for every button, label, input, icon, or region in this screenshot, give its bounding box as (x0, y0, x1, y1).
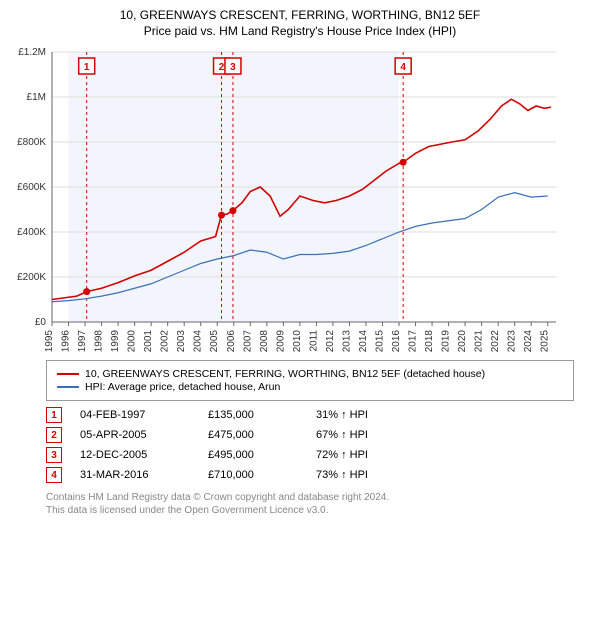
svg-text:2019: 2019 (441, 330, 452, 353)
legend-swatch (57, 386, 79, 388)
price-chart: £0 £200K £400K £600K £800K £1M £1.2M 1995 1996 19… (8, 44, 592, 354)
svg-text:2004: 2004 (193, 330, 204, 353)
svg-text:2020: 2020 (457, 330, 468, 353)
svg-text:2005: 2005 (209, 330, 220, 353)
transaction-hpi: 67% ↑ HPI (316, 429, 406, 441)
svg-text:2001: 2001 (143, 330, 154, 353)
svg-text:1999: 1999 (110, 330, 121, 353)
svg-text:1: 1 (84, 62, 90, 73)
svg-text:2012: 2012 (325, 330, 336, 353)
transaction-price: £495,000 (208, 449, 298, 461)
svg-text:£1.2M: £1.2M (18, 47, 46, 58)
svg-text:1996: 1996 (61, 330, 72, 353)
svg-text:4: 4 (400, 62, 406, 73)
legend-item: HPI: Average price, detached house, Arun (57, 381, 563, 393)
svg-text:2025: 2025 (540, 330, 551, 353)
svg-text:2013: 2013 (341, 330, 352, 353)
transaction-hpi: 31% ↑ HPI (316, 409, 406, 421)
transaction-price: £135,000 (208, 409, 298, 421)
transaction-row: 4 31-MAR-2016 £710,000 73% ↑ HPI (46, 465, 574, 485)
svg-text:2022: 2022 (490, 330, 501, 353)
transaction-marker: 2 (46, 427, 62, 443)
svg-text:2017: 2017 (408, 330, 419, 353)
page-title-1: 10, GREENWAYS CRESCENT, FERRING, WORTHIN… (8, 8, 592, 22)
transaction-row: 3 12-DEC-2005 £495,000 72% ↑ HPI (46, 445, 574, 465)
footer-line-1: Contains HM Land Registry data © Crown c… (46, 491, 574, 504)
svg-text:2006: 2006 (226, 330, 237, 353)
svg-text:2010: 2010 (292, 330, 303, 353)
transaction-row: 2 05-APR-2005 £475,000 67% ↑ HPI (46, 425, 574, 445)
transaction-marker: 3 (46, 447, 62, 463)
svg-text:2000: 2000 (127, 330, 138, 353)
transaction-date: 12-DEC-2005 (80, 449, 190, 461)
transaction-row: 1 04-FEB-1997 £135,000 31% ↑ HPI (46, 405, 574, 425)
transaction-date: 31-MAR-2016 (80, 469, 190, 481)
svg-text:2015: 2015 (374, 330, 385, 353)
transaction-date: 04-FEB-1997 (80, 409, 190, 421)
svg-text:2: 2 (219, 62, 225, 73)
svg-text:£1M: £1M (27, 92, 46, 103)
svg-text:£0: £0 (35, 317, 47, 328)
transaction-price: £475,000 (208, 429, 298, 441)
svg-text:2021: 2021 (474, 330, 485, 353)
svg-text:2014: 2014 (358, 330, 369, 353)
svg-text:2023: 2023 (507, 330, 518, 353)
transaction-date: 05-APR-2005 (80, 429, 190, 441)
svg-text:2016: 2016 (391, 330, 402, 353)
svg-text:1995: 1995 (44, 330, 55, 353)
svg-text:2008: 2008 (259, 330, 270, 353)
transaction-hpi: 73% ↑ HPI (316, 469, 406, 481)
svg-text:2002: 2002 (160, 330, 171, 353)
transactions-table: 1 04-FEB-1997 £135,000 31% ↑ HPI 2 05-APR-200… (46, 405, 574, 485)
svg-text:1997: 1997 (77, 330, 88, 353)
legend-label: 10, GREENWAYS CRESCENT, FERRING, WORTHIN… (85, 368, 485, 380)
transaction-marker: 4 (46, 467, 62, 483)
svg-text:£800K: £800K (17, 137, 46, 148)
page-title-2: Price paid vs. HM Land Registry's House … (8, 24, 592, 38)
footer-line-2: This data is licensed under the Open Gov… (46, 504, 574, 517)
svg-text:2018: 2018 (424, 330, 435, 353)
footer-attribution: Contains HM Land Registry data © Crown c… (46, 491, 574, 517)
svg-text:3: 3 (230, 62, 236, 73)
svg-text:2024: 2024 (523, 330, 534, 353)
svg-text:2003: 2003 (176, 330, 187, 353)
legend-label: HPI: Average price, detached house, Arun (85, 381, 280, 393)
svg-text:£200K: £200K (17, 272, 46, 283)
svg-text:2011: 2011 (308, 330, 319, 352)
svg-text:2007: 2007 (242, 330, 253, 353)
svg-text:£400K: £400K (17, 227, 46, 238)
legend: 10, GREENWAYS CRESCENT, FERRING, WORTHIN… (46, 360, 574, 401)
svg-text:£600K: £600K (17, 182, 46, 193)
transaction-hpi: 72% ↑ HPI (316, 449, 406, 461)
transaction-marker: 1 (46, 407, 62, 423)
legend-item: 10, GREENWAYS CRESCENT, FERRING, WORTHIN… (57, 368, 563, 380)
legend-swatch (57, 373, 79, 375)
svg-text:2009: 2009 (275, 330, 286, 353)
transaction-price: £710,000 (208, 469, 298, 481)
svg-text:1998: 1998 (94, 330, 105, 353)
